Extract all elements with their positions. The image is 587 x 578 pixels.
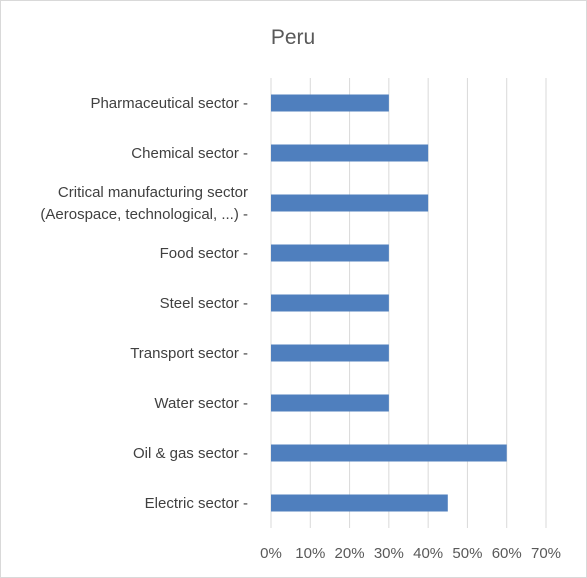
x-tick-label: 0% xyxy=(260,545,282,562)
category-label: Chemical sector - xyxy=(131,145,248,162)
x-tick-label: 10% xyxy=(295,545,325,562)
bar xyxy=(271,344,389,362)
x-tick-label: 60% xyxy=(492,545,522,562)
x-tick-labels: 0% 10% 20% 30% 40% 50% 60% 70% xyxy=(260,545,561,562)
bar xyxy=(271,294,389,312)
bar xyxy=(271,144,429,162)
category-label: Critical manufacturing sector (Aerospace,… xyxy=(40,184,248,223)
chart-title: Peru xyxy=(271,26,315,49)
category-label: Oil & gas sector - xyxy=(133,445,248,462)
category-labels: Pharmaceutical sector - Chemical sector -… xyxy=(40,95,248,512)
x-tick-label: 50% xyxy=(452,545,482,562)
category-label: Pharmaceutical sector - xyxy=(90,95,248,112)
category-label: Transport sector - xyxy=(130,345,248,362)
category-label: Food sector - xyxy=(160,245,248,262)
bar xyxy=(271,394,389,412)
bar xyxy=(271,94,389,112)
bar xyxy=(271,444,507,462)
category-label: Steel sector - xyxy=(160,295,248,312)
x-tick-label: 40% xyxy=(413,545,443,562)
bar xyxy=(271,494,448,512)
category-label: Electric sector - xyxy=(145,495,248,512)
x-tick-label: 30% xyxy=(374,545,404,562)
x-tick-label: 70% xyxy=(531,545,561,562)
bar xyxy=(271,244,389,262)
category-label: Water sector - xyxy=(154,395,248,412)
bars xyxy=(271,94,507,512)
x-tick-label: 20% xyxy=(335,545,365,562)
bar xyxy=(271,194,429,212)
